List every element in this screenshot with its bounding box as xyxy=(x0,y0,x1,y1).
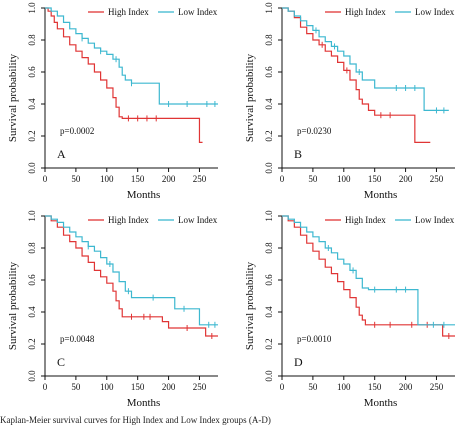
x-tick-label: 0 xyxy=(43,382,48,392)
x-tick-label: 150 xyxy=(131,174,145,184)
y-tick-label: 0.6 xyxy=(264,274,274,286)
y-tick-label: 0.2 xyxy=(27,130,37,141)
x-tick-label: 0 xyxy=(43,174,48,184)
y-tick-label: 0.0 xyxy=(27,162,37,174)
x-tick-label: 150 xyxy=(368,382,382,392)
legend-label-low: Low Index xyxy=(178,215,218,225)
x-tick-label: 200 xyxy=(162,382,176,392)
y-axis-label: Survival probability xyxy=(7,53,19,142)
y-tick-label: 1.0 xyxy=(27,210,37,222)
y-axis-label: Survival probability xyxy=(244,261,256,350)
y-tick-label: 0.8 xyxy=(264,34,274,46)
legend-label-high: High Index xyxy=(345,7,386,17)
y-tick-label: 0.0 xyxy=(264,162,274,174)
y-tick-label: 0.8 xyxy=(27,34,37,46)
legend-label-high: High Index xyxy=(108,215,149,225)
panel-d: 0 50 100 150 200 250 0.0 0.2 0.4 0.6 0.8 1.0 Months S… xyxy=(244,210,455,409)
y-tick-label: 1.0 xyxy=(264,2,274,14)
x-tick-label: 100 xyxy=(100,174,114,184)
series-line-low xyxy=(45,215,218,326)
x-tick-label: 200 xyxy=(399,174,413,184)
p-value-label: p=0.0002 xyxy=(60,126,94,136)
panel-c: 0 50 100 150 200 250 0.0 0.2 0.4 0.6 0.8 1.0 Months S… xyxy=(7,210,218,409)
x-tick-label: 200 xyxy=(399,382,413,392)
y-tick-label: 1.0 xyxy=(27,2,37,14)
series-line-low xyxy=(282,215,455,326)
x-axis-label: Months xyxy=(127,189,161,201)
series-line-high xyxy=(282,7,431,143)
x-tick-label: 250 xyxy=(430,174,444,184)
y-tick-label: 0.0 xyxy=(264,370,274,382)
series-line-high xyxy=(45,215,218,337)
x-tick-label: 250 xyxy=(193,382,207,392)
panel-letter: D xyxy=(294,355,303,369)
x-axis-label: Months xyxy=(364,397,398,409)
x-tick-label: 150 xyxy=(131,382,145,392)
x-tick-label: 50 xyxy=(71,382,81,392)
y-tick-label: 1.0 xyxy=(264,210,274,222)
legend-label-low: Low Index xyxy=(415,215,455,225)
x-tick-label: 150 xyxy=(368,174,382,184)
x-tick-label: 250 xyxy=(430,382,444,392)
panel-a: 0 50 100 150 200 250 0.0 0.2 0.4 0.6 0.8 1.0 Months S… xyxy=(7,2,218,201)
figure-caption: Kaplan-Meier survival curves for High In… xyxy=(0,416,271,425)
x-axis-label: Months xyxy=(364,189,398,201)
y-axis-label: Survival probability xyxy=(7,261,19,350)
y-tick-label: 0.2 xyxy=(264,130,274,141)
x-tick-label: 0 xyxy=(280,382,285,392)
legend-label-low: Low Index xyxy=(178,7,218,17)
x-axis-label: Months xyxy=(127,397,161,409)
y-axis-label: Survival probability xyxy=(244,53,256,142)
legend-label-high: High Index xyxy=(108,7,149,17)
y-tick-label: 0.8 xyxy=(27,242,37,254)
legend-label-low: Low Index xyxy=(415,7,455,17)
y-tick-label: 0.4 xyxy=(27,306,37,318)
p-value-label: p=0.0048 xyxy=(60,334,95,344)
x-tick-label: 200 xyxy=(162,174,176,184)
y-tick-label: 0.2 xyxy=(264,338,274,349)
x-tick-label: 100 xyxy=(337,174,351,184)
y-tick-label: 0.6 xyxy=(264,66,274,78)
panel-b: 0 50 100 150 200 250 0.0 0.2 0.4 0.6 0.8 1.0 Months S… xyxy=(244,2,455,201)
y-tick-label: 0.4 xyxy=(264,98,274,110)
y-tick-label: 0.8 xyxy=(264,242,274,254)
y-tick-label: 0.2 xyxy=(27,338,37,349)
x-tick-label: 100 xyxy=(337,382,351,392)
panel-letter: A xyxy=(57,147,66,161)
series-line-high xyxy=(45,7,203,143)
y-tick-label: 0.4 xyxy=(27,98,37,110)
y-tick-label: 0.0 xyxy=(27,370,37,382)
x-tick-label: 50 xyxy=(308,382,318,392)
p-value-label: p=0.0230 xyxy=(297,126,332,136)
x-tick-label: 50 xyxy=(71,174,81,184)
x-tick-label: 50 xyxy=(308,174,318,184)
x-tick-label: 0 xyxy=(280,174,285,184)
panel-letter: C xyxy=(57,355,65,369)
y-tick-label: 0.6 xyxy=(27,274,37,286)
series-line-low xyxy=(282,7,449,111)
y-tick-label: 0.6 xyxy=(27,66,37,78)
x-tick-label: 250 xyxy=(193,174,207,184)
panel-letter: B xyxy=(294,147,302,161)
legend-label-high: High Index xyxy=(345,215,386,225)
series-line-low xyxy=(45,7,218,105)
series-line-high xyxy=(282,215,455,337)
p-value-label: p=0.0010 xyxy=(297,334,332,344)
x-tick-label: 100 xyxy=(100,382,114,392)
y-tick-label: 0.4 xyxy=(264,306,274,318)
